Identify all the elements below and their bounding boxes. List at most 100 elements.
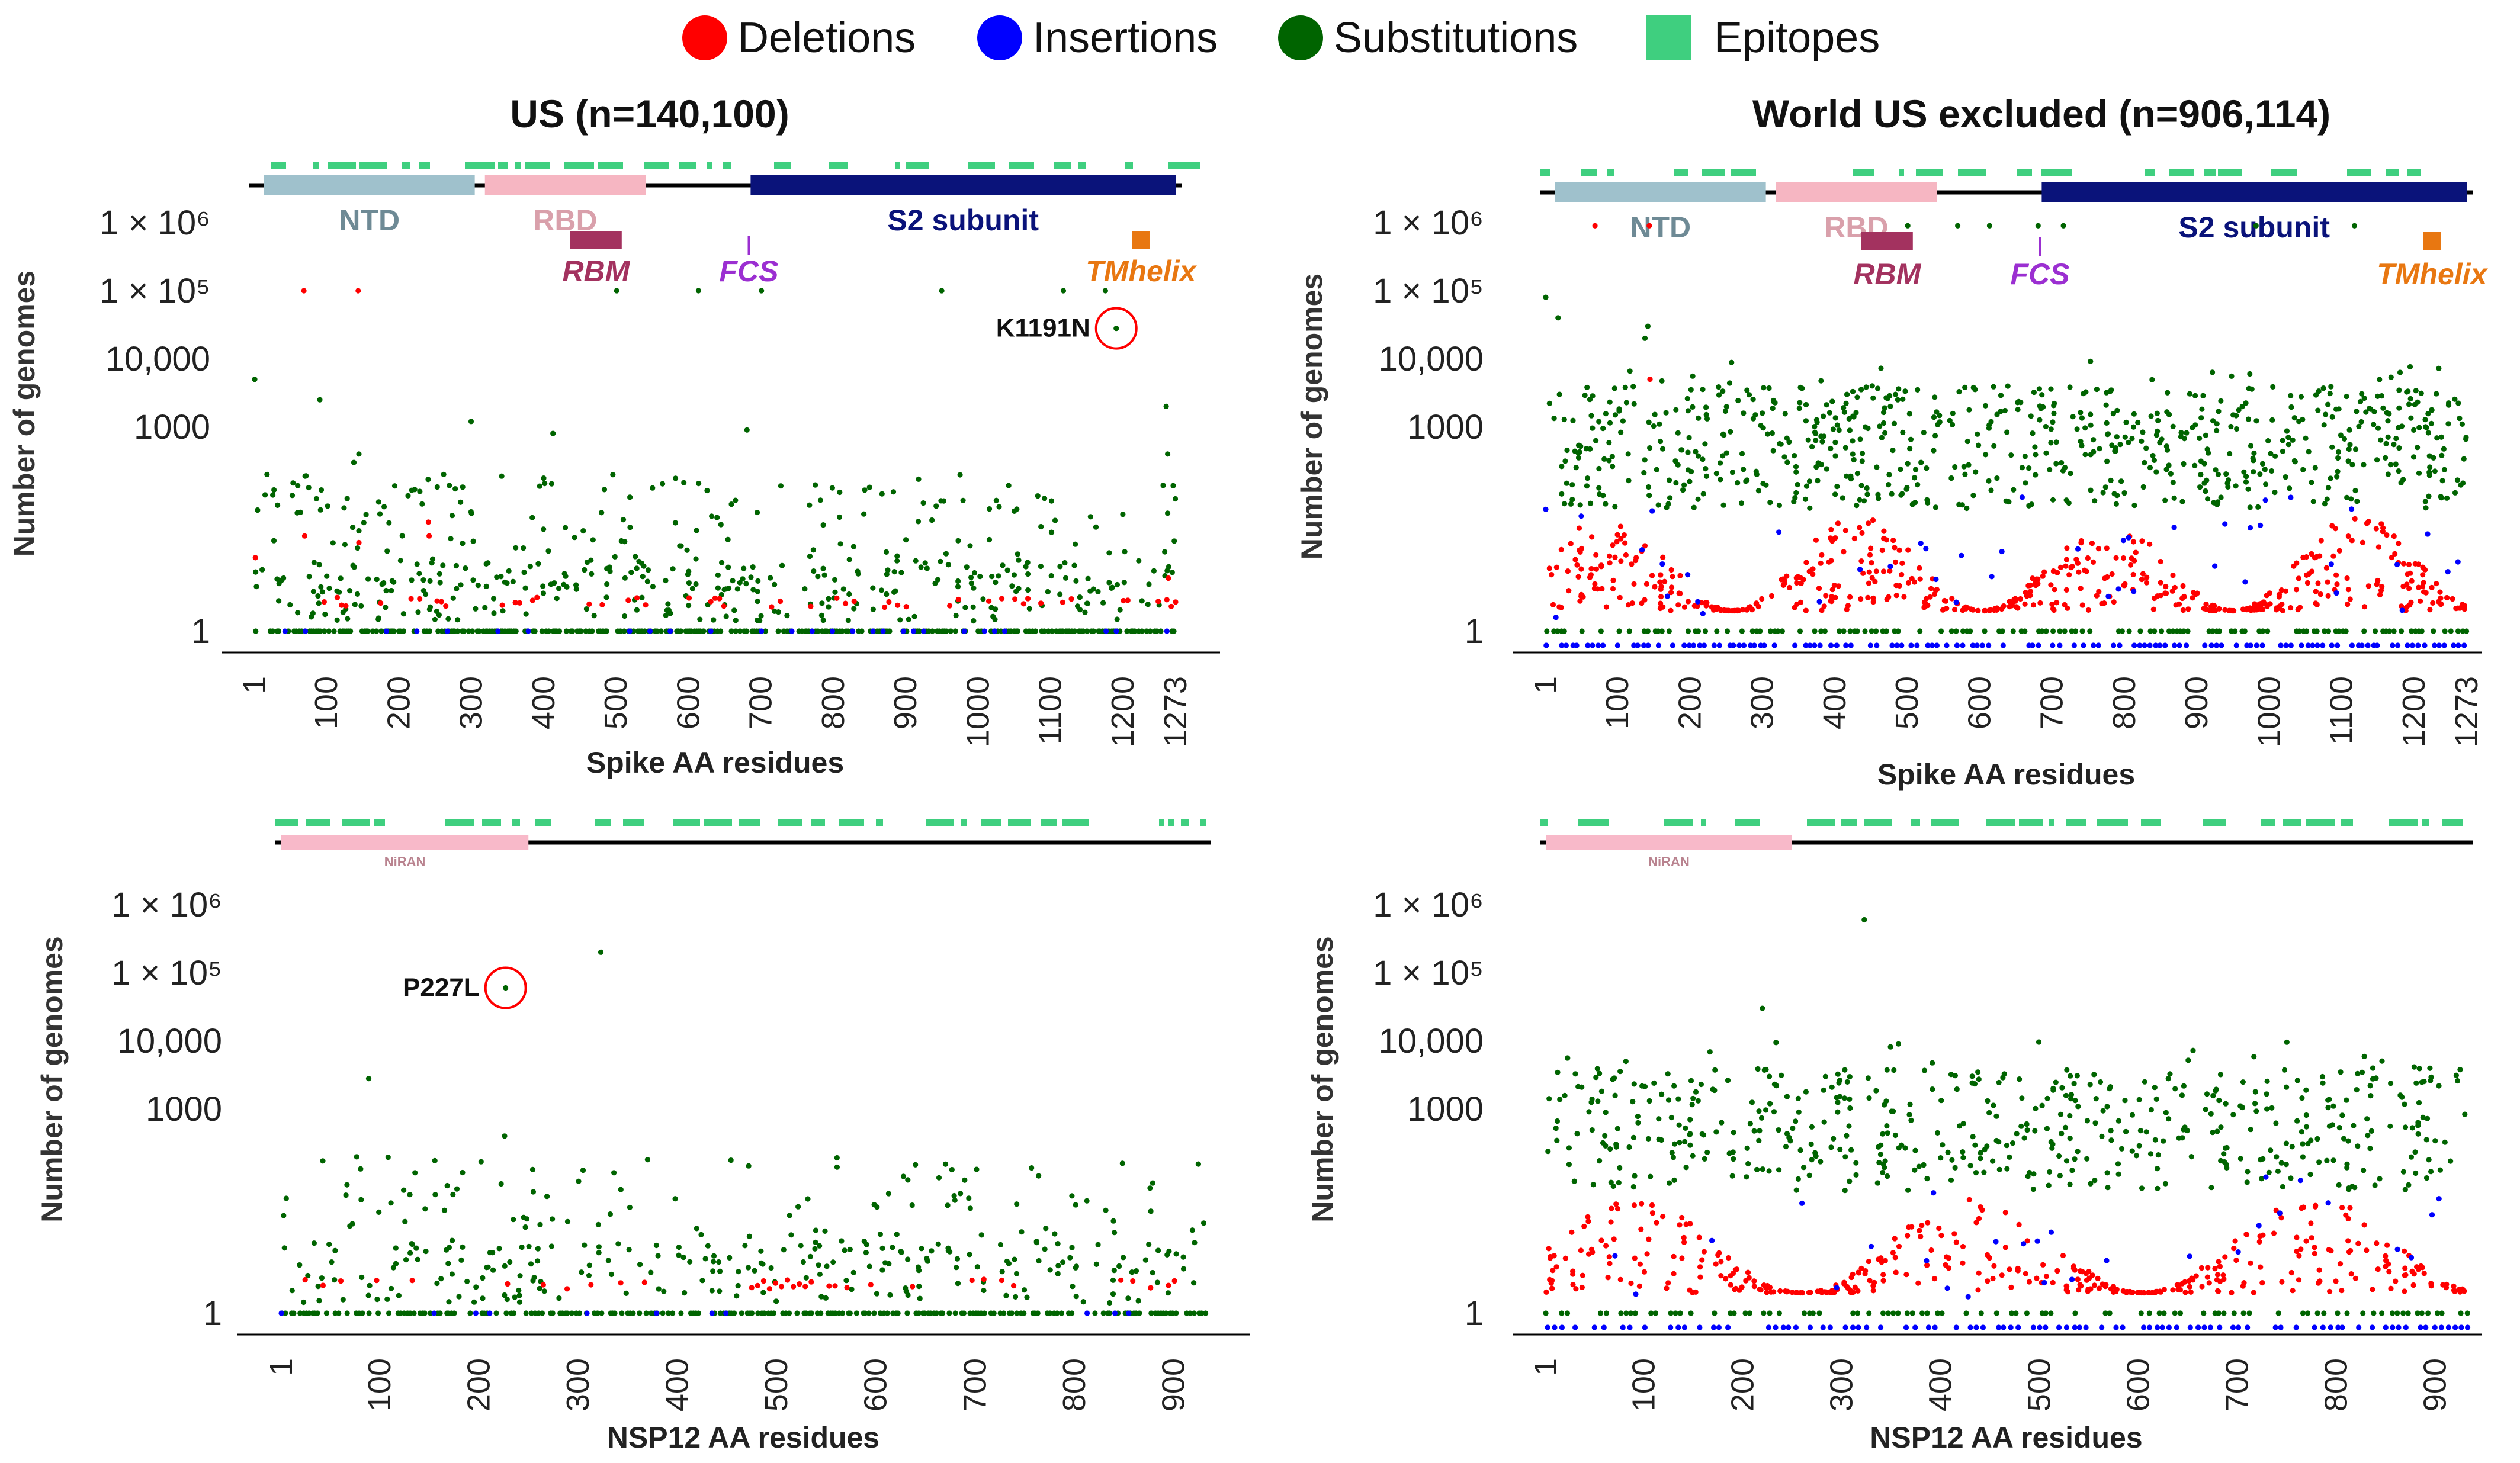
deletion-point: [1960, 1260, 1966, 1266]
substitution-point: [325, 503, 330, 509]
domain-rbd: [1776, 182, 1937, 202]
deletion-point: [2345, 1238, 2351, 1244]
substitution-point: [414, 561, 420, 567]
substitution-point: [755, 1310, 761, 1316]
substitution-point: [2335, 449, 2342, 455]
substitution-point: [1808, 1141, 1814, 1147]
deletion-point: [1823, 593, 1829, 599]
insertion-point: [2333, 590, 2339, 596]
substitution-point: [253, 584, 259, 590]
substitution-point: [1869, 628, 1874, 634]
substitution-point: [711, 1259, 717, 1265]
substitution-point: [1763, 1107, 1769, 1113]
substitution-point: [2131, 411, 2137, 417]
insertion-point: [584, 1310, 590, 1316]
insertion-point: [1925, 1324, 1932, 1330]
substitution-point: [396, 1292, 402, 1298]
substitution-point: [2155, 417, 2161, 423]
substitution-point: [405, 493, 411, 499]
substitution-point: [1052, 517, 1058, 523]
substitution-point: [2179, 1092, 2185, 1098]
substitution-point: [1689, 1102, 1695, 1108]
substitution-point: [319, 1275, 325, 1281]
substitution-point: [1793, 490, 1799, 496]
data-points: [1543, 223, 2470, 648]
insertion-point: [1954, 642, 1960, 648]
deletion-point: [1835, 520, 1841, 526]
insertion-point: [1645, 642, 1651, 648]
substitution-point: [862, 1310, 868, 1316]
substitution-point: [1556, 391, 1562, 397]
deletion-point: [1690, 1290, 1696, 1295]
deletion-point: [1598, 562, 1604, 568]
substitution-point: [2162, 1181, 2168, 1187]
substitution-point: [1767, 1310, 1773, 1316]
deletion-point: [588, 1282, 594, 1288]
substitution-point: [2349, 462, 2355, 468]
y-axis-label: Number of genomes: [8, 271, 41, 557]
substitution-point: [432, 616, 438, 622]
substitution-point: [2244, 1179, 2250, 1185]
substitution-point: [1886, 482, 1892, 488]
substitution-point: [1815, 478, 1821, 484]
substitution-point: [540, 583, 546, 589]
deletion-point: [1569, 1229, 1575, 1235]
substitution-point: [334, 617, 340, 623]
deletion-point: [1588, 1246, 1594, 1252]
substitution-point: [499, 473, 505, 479]
substitution-point: [2348, 496, 2354, 502]
domain-s2-subunit: [750, 175, 1176, 195]
substitution-point: [807, 553, 813, 560]
substitution-point: [788, 1232, 794, 1238]
substitution-point: [561, 571, 567, 577]
deletion-point: [1757, 1286, 1763, 1292]
substitution-point: [897, 617, 903, 623]
substitution-point: [957, 472, 963, 478]
deletion-point: [1012, 596, 1018, 602]
substitution-point: [1648, 1310, 1654, 1316]
substitution-point: [1741, 467, 1747, 472]
substitution-point: [2358, 419, 2364, 425]
substitution-point: [758, 613, 764, 619]
substitution-point: [1982, 403, 1989, 409]
substitution-point: [2084, 1156, 2090, 1162]
substitution-point: [952, 1310, 958, 1316]
substitution-point: [354, 591, 361, 597]
substitution-point: [1683, 1125, 1688, 1131]
epitope-segment: [1853, 169, 1874, 176]
deletion-point: [772, 1280, 779, 1286]
insertion-point: [383, 628, 390, 634]
x-tick-label: 300: [560, 1358, 596, 1411]
insertion-point: [870, 628, 876, 634]
substitution-point: [1646, 419, 1652, 425]
substitution-point: [987, 506, 993, 512]
deletion-point: [2133, 549, 2139, 555]
insertion-point: [1731, 642, 1736, 648]
deletion-point: [1982, 607, 1988, 613]
substitution-point: [1575, 455, 1582, 461]
x-axis-title: NSP12 AA residues: [1870, 1421, 2142, 1454]
deletion-point: [2052, 587, 2057, 593]
deletion-point: [1166, 575, 1171, 581]
deletion-point: [1168, 603, 1174, 609]
substitution-point: [2288, 404, 2294, 410]
substitution-point: [2167, 1071, 2173, 1077]
insertion-point: [1828, 642, 1834, 648]
substitution-point: [677, 543, 683, 549]
deletion-point: [1646, 1236, 1652, 1242]
deletion-point: [2078, 1283, 2084, 1289]
substitution-point: [2359, 391, 2365, 397]
substitution-point: [310, 610, 316, 616]
substitution-point: [460, 1244, 466, 1250]
substitution-point: [781, 1247, 787, 1253]
substitution-point: [862, 487, 868, 493]
substitution-point: [733, 497, 739, 503]
x-tick-label: 1: [264, 1358, 299, 1376]
substitution-point: [2165, 390, 2171, 396]
substitution-point: [634, 607, 640, 613]
substitution-point: [1054, 1310, 1060, 1316]
substitution-point: [2275, 1310, 2281, 1316]
substitution-point: [648, 1269, 654, 1275]
substitution-point: [1792, 453, 1797, 459]
insertion-point: [2174, 1324, 2179, 1330]
